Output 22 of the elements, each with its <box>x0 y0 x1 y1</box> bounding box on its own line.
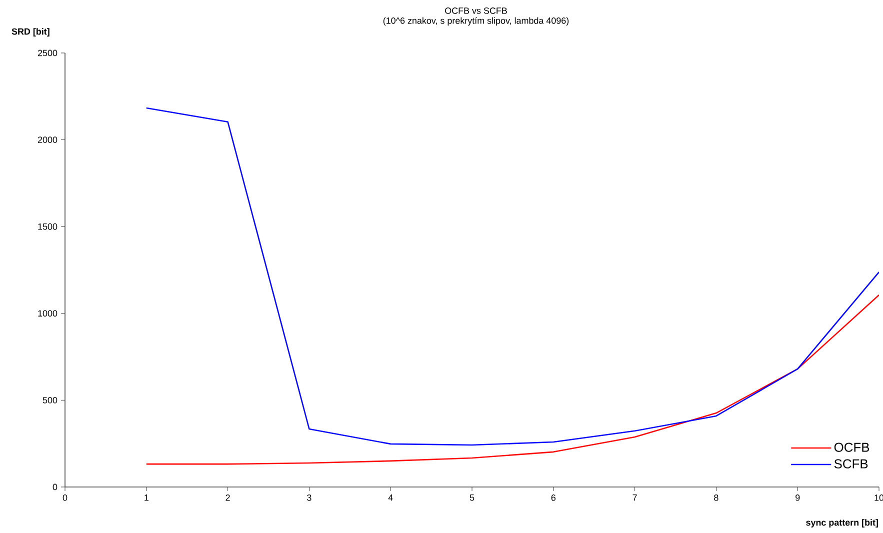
y-tick-label: 1500 <box>38 223 58 230</box>
y-tick-label: 2000 <box>38 136 58 143</box>
y-axis-title: SRD [bit] <box>12 28 50 36</box>
x-tick-label: 8 <box>714 494 718 501</box>
legend-label: OCFB <box>834 442 870 452</box>
legend-label: SCFB <box>834 459 868 468</box>
x-tick-label: 1 <box>144 494 148 501</box>
x-tick-label: 7 <box>632 494 637 501</box>
y-tick-label: 2500 <box>38 50 58 56</box>
x-tick-label: 3 <box>307 494 312 501</box>
y-tick-label: 1000 <box>38 310 58 317</box>
x-tick-label: 9 <box>796 494 800 501</box>
chart-title: OCFB vs SCFB <box>445 8 507 14</box>
x-tick-label: 2 <box>226 494 230 501</box>
x-tick-label: 0 <box>62 494 68 501</box>
y-tick-label: 500 <box>42 397 58 404</box>
x-tick-label: 6 <box>551 494 556 501</box>
x-tick-label: 4 <box>388 494 393 501</box>
x-tick-label: 5 <box>470 494 474 501</box>
y-tick-label: 0 <box>52 484 58 490</box>
chart-subtitle: (10^6 znakov, s prekrytím slipov, lambda 4096) <box>383 17 569 26</box>
x-axis-title: sync pattern [bit] <box>806 519 878 528</box>
